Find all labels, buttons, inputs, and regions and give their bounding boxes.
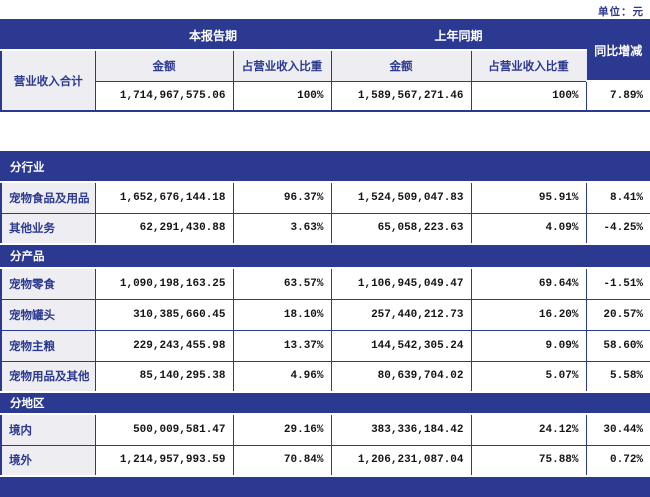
row-label: 其他业务 — [0, 212, 96, 245]
total-amount-current: 1,714,967,575.06 — [94, 80, 234, 112]
yoy-cell: 58.60% — [585, 329, 650, 362]
amount-prior-cell: 1,106,945,049.47 — [330, 267, 472, 300]
pct-prior-cell: 4.09% — [470, 212, 587, 245]
yoy-cell: 8.41% — [585, 181, 650, 214]
amount-prior-cell: 65,058,223.63 — [330, 212, 472, 245]
amount-current-cell: 229,243,455.98 — [94, 329, 234, 362]
section-header-by-product: 分产品 — [0, 243, 650, 269]
table-row: 分地区 — [0, 391, 650, 415]
pct-prior-cell: 75.88% — [470, 444, 587, 477]
pct-current-cell: 96.37% — [232, 181, 332, 214]
pct-prior-cell: 16.20% — [470, 298, 587, 331]
table-row: 本报告期 上年同期 同比增减 — [0, 19, 650, 82]
amount-prior-cell: 80,639,704.02 — [330, 360, 472, 393]
subheader-pct-prior: 占营业收入比重 — [470, 49, 587, 82]
total-yoy: 7.89% — [585, 80, 650, 112]
table-row: 宠物食品及用品 1,652,676,144.18 96.37% 1,524,50… — [0, 181, 650, 214]
table-row: 境外 1,214,957,993.59 70.84% 1,206,231,087… — [0, 444, 650, 477]
table-row: 宠物零食 1,090,198,163.25 63.57% 1,106,945,0… — [0, 267, 650, 300]
table-row: 宠物用品及其他 85,140,295.38 4.96% 80,639,704.0… — [0, 360, 650, 393]
amount-current-cell: 62,291,430.88 — [94, 212, 234, 245]
row-label-total-revenue: 营业收入合计 — [0, 49, 96, 112]
row-label: 宠物主粮 — [0, 329, 96, 362]
yoy-cell: -4.25% — [585, 212, 650, 245]
section-header-by-industry: 分行业 — [0, 152, 650, 183]
pct-prior-cell: 69.64% — [470, 267, 587, 300]
pct-current-cell: 18.10% — [232, 298, 332, 331]
amount-prior-cell: 144,542,305.24 — [330, 329, 472, 362]
next-section-bar-clipped — [0, 475, 650, 496]
subheader-pct-current: 占营业收入比重 — [232, 49, 332, 82]
amount-prior-cell: 257,440,212.73 — [330, 298, 472, 331]
amount-prior-cell: 383,336,184.42 — [330, 413, 472, 446]
pct-current-cell: 63.57% — [232, 267, 332, 300]
table-row: 分产品 — [0, 243, 650, 269]
pct-current-cell: 29.16% — [232, 413, 332, 446]
table-row: 分行业 — [0, 152, 650, 183]
row-label: 宠物罐头 — [0, 298, 96, 331]
row-label: 宠物食品及用品 — [0, 181, 96, 214]
pct-prior-cell: 95.91% — [470, 181, 587, 214]
pct-prior-cell: 24.12% — [470, 413, 587, 446]
table-row: 1,714,967,575.06 100% 1,589,567,271.46 1… — [1, 80, 650, 112]
yoy-cell: 5.58% — [585, 360, 650, 393]
col-group-prior-period: 上年同期 — [330, 19, 587, 51]
table-row: 境内 500,009,581.47 29.16% 383,336,184.42 … — [0, 413, 650, 446]
total-amount-prior: 1,589,567,271.46 — [330, 80, 472, 112]
pct-current-cell: 13.37% — [232, 329, 332, 362]
section-header-by-region: 分地区 — [0, 391, 650, 415]
row-label: 宠物零食 — [0, 267, 96, 300]
total-pct-prior: 100% — [470, 80, 587, 112]
pct-current-cell: 70.84% — [232, 444, 332, 477]
yoy-cell: 30.44% — [585, 413, 650, 446]
pct-current-cell: 4.96% — [232, 360, 332, 393]
unit-note: 单位：元 — [598, 6, 644, 18]
table-row: 其他业务 62,291,430.88 3.63% 65,058,223.63 4… — [0, 212, 650, 245]
row-label: 宠物用品及其他 — [0, 360, 96, 393]
yoy-cell: 0.72% — [585, 444, 650, 477]
amount-current-cell: 1,090,198,163.25 — [94, 267, 234, 300]
table-row: 营业收入合计 金额 占营业收入比重 金额 占营业收入比重 — [0, 49, 650, 112]
col-group-current-period: 本报告期 — [94, 19, 332, 51]
table-row — [0, 475, 650, 496]
subheader-amount-prior: 金额 — [330, 49, 472, 82]
yoy-cell: 20.57% — [585, 298, 650, 331]
row-label: 境外 — [0, 444, 96, 477]
amount-current-cell: 500,009,581.47 — [94, 413, 234, 446]
pct-current-cell: 3.63% — [232, 212, 332, 245]
yoy-cell: -1.51% — [585, 267, 650, 300]
amount-current-cell: 310,385,660.45 — [94, 298, 234, 331]
revenue-breakdown-table: 分行业 宠物食品及用品 1,652,676,144.18 96.37% 1,52… — [0, 151, 650, 497]
corner-cell — [0, 19, 96, 51]
row-label: 境内 — [0, 413, 96, 446]
amount-prior-cell: 1,524,509,047.83 — [330, 181, 472, 214]
revenue-summary-table: 本报告期 上年同期 同比增减 营业收入合计 金额 占营业收入比重 金额 占营业收… — [0, 19, 650, 112]
pct-prior-cell: 9.09% — [470, 329, 587, 362]
table-row: 宠物罐头 310,385,660.45 18.10% 257,440,212.7… — [0, 298, 650, 331]
amount-prior-cell: 1,206,231,087.04 — [330, 444, 472, 477]
col-header-yoy-change: 同比增减 — [585, 19, 650, 82]
subheader-amount-current: 金额 — [94, 49, 234, 82]
amount-current-cell: 1,214,957,993.59 — [94, 444, 234, 477]
amount-current-cell: 85,140,295.38 — [94, 360, 234, 393]
table-row: 宠物主粮 229,243,455.98 13.37% 144,542,305.2… — [0, 329, 650, 362]
amount-current-cell: 1,652,676,144.18 — [94, 181, 234, 214]
total-pct-current: 100% — [232, 80, 332, 112]
pct-prior-cell: 5.07% — [470, 360, 587, 393]
